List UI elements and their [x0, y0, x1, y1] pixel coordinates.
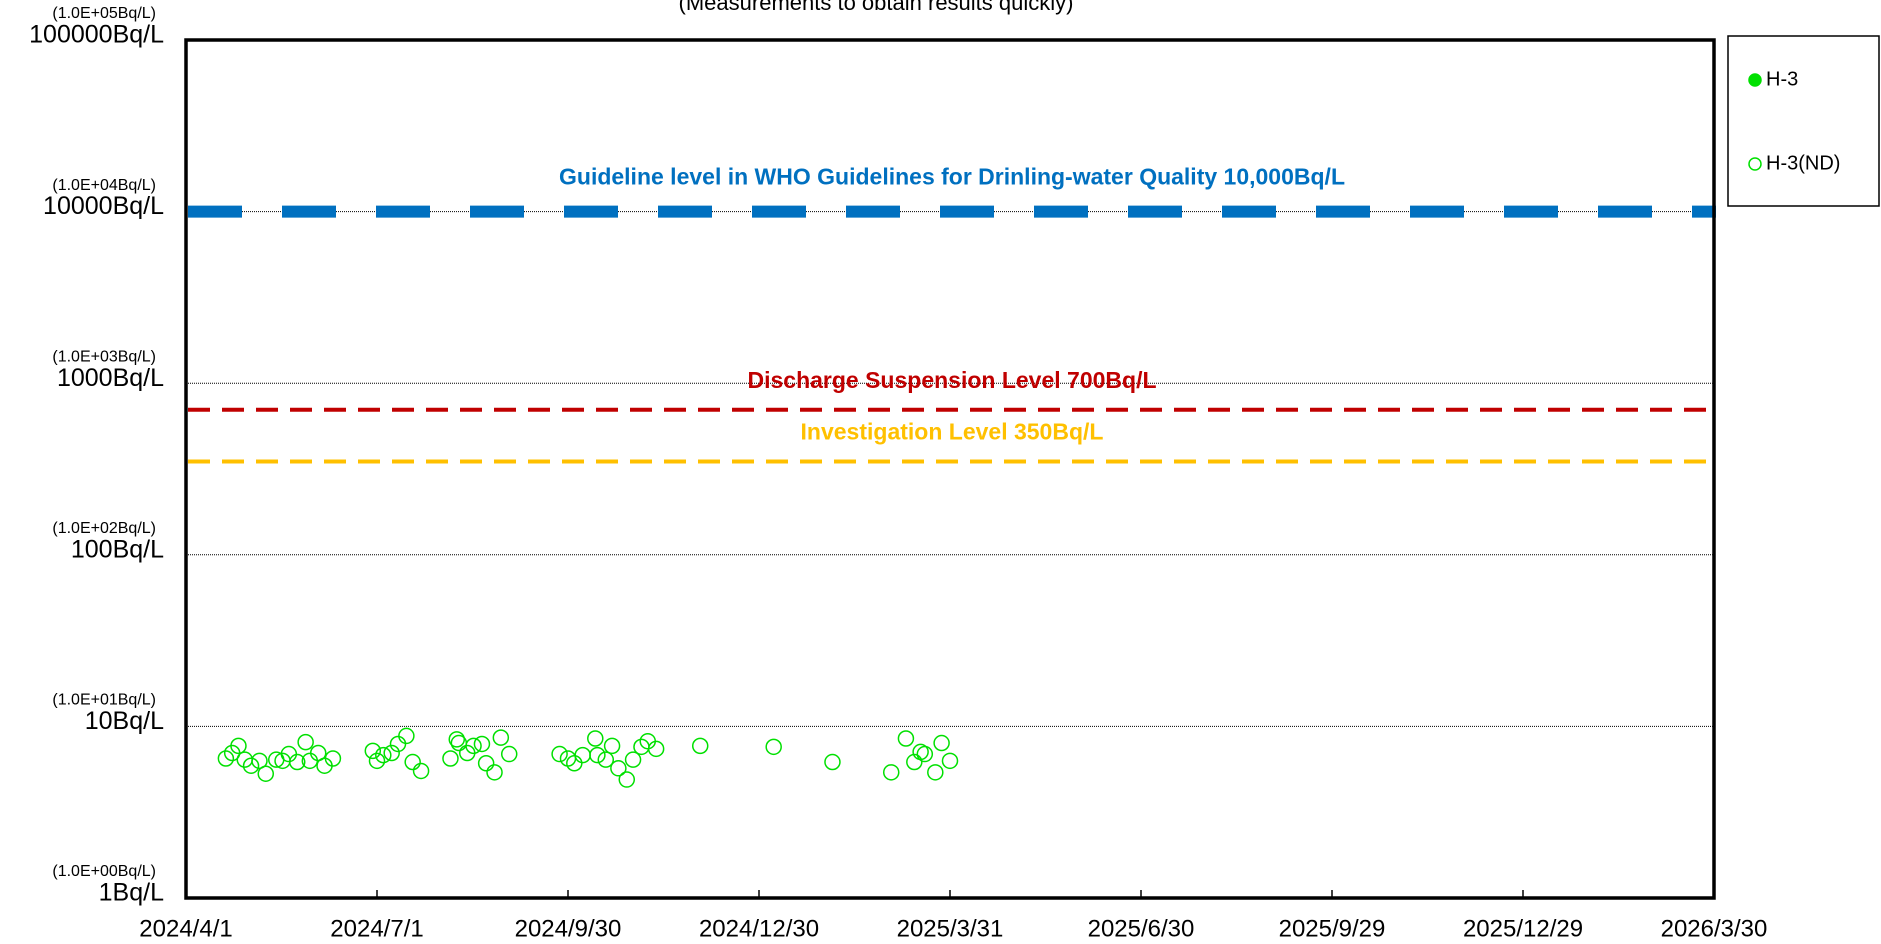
data-point	[448, 731, 466, 748]
data-point	[927, 764, 944, 781]
data-point	[477, 754, 495, 772]
data-point	[398, 727, 415, 745]
data-point	[941, 752, 959, 770]
y-tick-label: 100000Bq/L	[29, 21, 164, 49]
x-tick-label: 2025/3/31	[897, 915, 1004, 942]
x-tick-label: 2025/9/29	[1279, 915, 1386, 942]
y-tick-sublabel: (1.0E+00Bq/L)	[52, 863, 156, 880]
data-point	[551, 745, 568, 763]
data-point	[587, 730, 604, 747]
y-tick-sublabel: (1.0E+03Bq/L)	[52, 348, 156, 365]
y-tick-label: 10000Bq/L	[43, 192, 164, 220]
data-point	[765, 738, 782, 756]
data-point	[324, 750, 342, 767]
legend-box	[1727, 35, 1880, 207]
chart-subtitle: (Measurements to obtain results quickly)	[679, 0, 1074, 15]
data-point	[500, 745, 518, 763]
data-point	[691, 737, 709, 755]
data-point	[824, 753, 841, 771]
data-point	[639, 732, 657, 750]
x-tick-label: 2024/4/1	[139, 915, 232, 942]
x-tick-label: 2024/9/30	[515, 915, 622, 942]
data-point	[375, 746, 392, 764]
data-point	[633, 738, 650, 756]
reference-label: Investigation Level 350Bq/L	[801, 419, 1104, 445]
data-point	[597, 751, 615, 768]
data-point	[465, 737, 482, 755]
data-point	[473, 735, 491, 753]
data-point	[257, 765, 275, 782]
data-point	[412, 762, 430, 780]
data-point	[486, 764, 503, 781]
data-point	[383, 744, 400, 762]
data-point	[242, 757, 260, 774]
data-point	[916, 745, 934, 763]
x-tick-label: 2026/3/30	[1661, 915, 1768, 942]
data-point	[368, 752, 386, 770]
data-point	[236, 751, 254, 768]
y-tick-label: 1Bq/L	[99, 879, 164, 907]
data-point	[603, 737, 621, 755]
y-tick-sublabel: (1.0E+05Bq/L)	[52, 5, 156, 22]
y-tick-sublabel: (1.0E+02Bq/L)	[52, 520, 156, 537]
plot-frame	[184, 38, 1716, 900]
legend-label: H-3	[1766, 68, 1798, 90]
x-tick-label: 2025/12/29	[1463, 915, 1583, 942]
data-point	[230, 737, 247, 755]
data-point	[589, 746, 606, 764]
data-point	[897, 730, 915, 747]
data-point	[442, 750, 459, 767]
legend-marker	[1748, 157, 1762, 171]
data-point	[933, 734, 950, 752]
y-tick-label: 10Bq/L	[85, 707, 164, 735]
data-point	[624, 751, 642, 768]
data-point	[288, 753, 306, 771]
x-tick-label: 2025/6/30	[1088, 915, 1195, 942]
data-point	[647, 740, 665, 758]
y-tick-label: 100Bq/L	[71, 535, 164, 563]
legend-label: H-3(ND)	[1766, 152, 1840, 174]
reference-label: Guideline level in WHO Guidelines for Dr…	[559, 164, 1345, 190]
data-point	[492, 729, 510, 746]
data-point	[574, 746, 591, 764]
data-point	[217, 750, 235, 767]
data-point	[610, 760, 627, 777]
y-tick-sublabel: (1.0E+04Bq/L)	[52, 177, 156, 194]
data-point	[882, 764, 900, 781]
data-point	[251, 752, 268, 770]
reference-label: Discharge Suspension Level 700Bq/L	[747, 367, 1156, 393]
data-point	[618, 771, 636, 788]
y-tick-sublabel: (1.0E+01Bq/L)	[52, 692, 156, 709]
data-point	[297, 733, 314, 751]
x-tick-label: 2024/12/30	[699, 915, 819, 942]
x-tick-label: 2024/7/1	[330, 915, 423, 942]
y-tick-label: 1000Bq/L	[57, 364, 164, 392]
legend-marker	[1748, 73, 1762, 87]
data-point	[364, 742, 382, 760]
data-point	[404, 753, 421, 771]
